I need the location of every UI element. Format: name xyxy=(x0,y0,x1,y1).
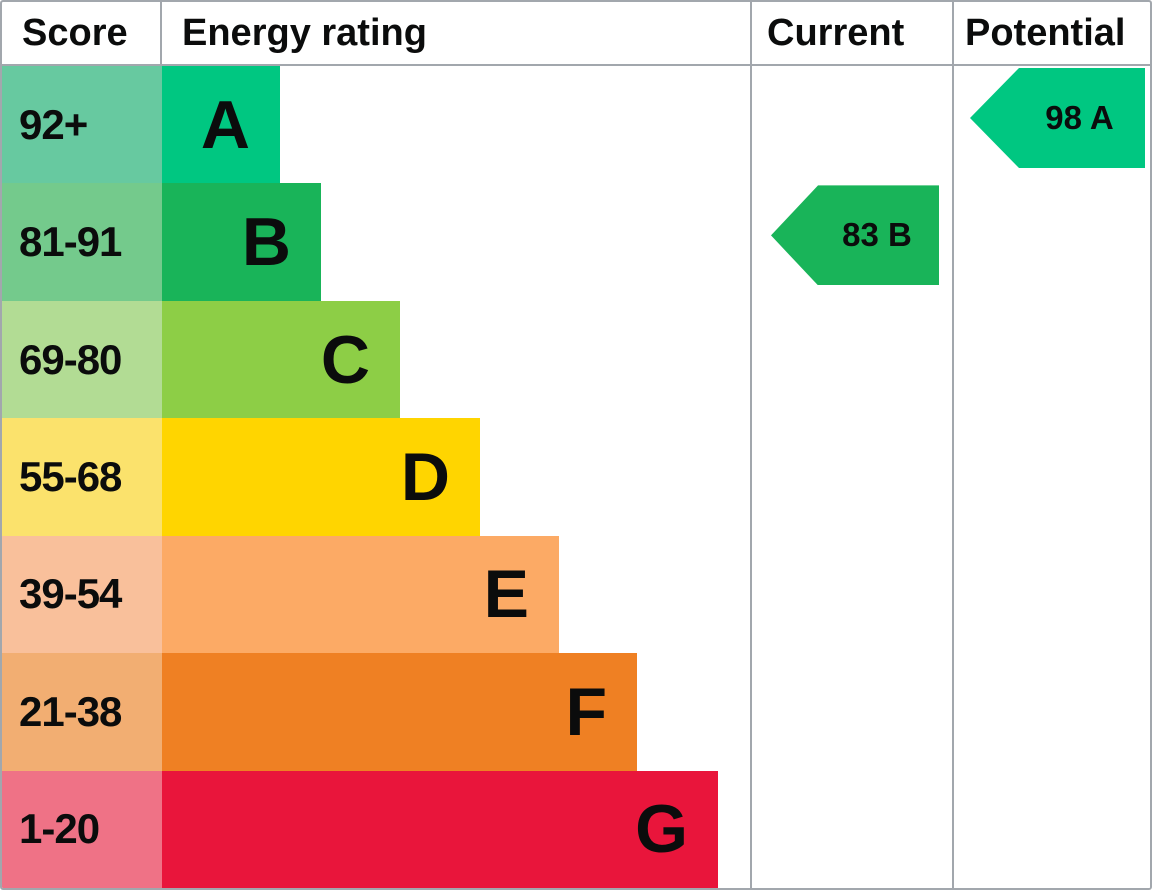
band-bar-c: C xyxy=(162,300,400,419)
score-range-c: 69-80 xyxy=(2,300,162,419)
band-row-c: 69-80 C xyxy=(2,300,1150,419)
score-range-b: 81-91 xyxy=(2,183,162,301)
score-range-e: 39-54 xyxy=(2,535,162,654)
score-range-g: 1-20 xyxy=(2,770,162,888)
score-range-d: 55-68 xyxy=(2,418,162,536)
band-row-a: 92+ A 98 A xyxy=(2,66,1150,184)
band-bar-a: A xyxy=(162,66,280,184)
band-row-e: 39-54 E xyxy=(2,535,1150,654)
current-cell-e xyxy=(752,535,954,654)
band-row-b: 81-91 B 83 B xyxy=(2,183,1150,301)
current-cell-c xyxy=(752,300,954,419)
score-range-a: 92+ xyxy=(2,66,162,184)
current-cell-b: 83 B xyxy=(752,183,954,301)
potential-cell-e xyxy=(954,535,1150,654)
rating-bar-cell-d: D xyxy=(162,418,752,536)
rating-bar-cell-e: E xyxy=(162,535,752,654)
rating-bar-cell-g: G xyxy=(162,770,752,888)
band-bar-e: E xyxy=(162,535,559,654)
current-column-header: Current xyxy=(752,2,954,64)
band-bar-b: B xyxy=(162,183,321,301)
band-row-f: 21-38 F xyxy=(2,653,1150,771)
score-range-f: 21-38 xyxy=(2,653,162,771)
current-cell-a xyxy=(752,66,954,184)
band-bar-d: D xyxy=(162,418,480,536)
score-column-header: Score xyxy=(2,2,162,64)
energy-rating-column-header: Energy rating xyxy=(162,2,752,64)
current-cell-g xyxy=(752,770,954,888)
potential-cell-c xyxy=(954,300,1150,419)
rating-bar-cell-b: B xyxy=(162,183,752,301)
potential-cell-f xyxy=(954,653,1150,771)
rating-bar-cell-f: F xyxy=(162,653,752,771)
potential-cell-d xyxy=(954,418,1150,536)
potential-cell-b xyxy=(954,183,1150,301)
rating-bar-cell-a: A xyxy=(162,66,752,184)
rating-bar-cell-c: C xyxy=(162,300,752,419)
current-rating-arrow-icon: 83 B xyxy=(771,185,939,286)
potential-rating-arrow-icon: 98 A xyxy=(970,68,1145,168)
band-row-d: 55-68 D xyxy=(2,418,1150,536)
potential-cell-g xyxy=(954,770,1150,888)
current-cell-f xyxy=(752,653,954,771)
band-row-g: 1-20 G xyxy=(2,770,1150,888)
potential-cell-a: 98 A xyxy=(954,66,1150,184)
header-row: Score Energy rating Current Potential xyxy=(2,2,1150,66)
band-bar-g: G xyxy=(162,770,718,888)
potential-column-header: Potential xyxy=(965,12,1126,54)
band-bar-f: F xyxy=(162,653,637,771)
current-cell-d xyxy=(752,418,954,536)
